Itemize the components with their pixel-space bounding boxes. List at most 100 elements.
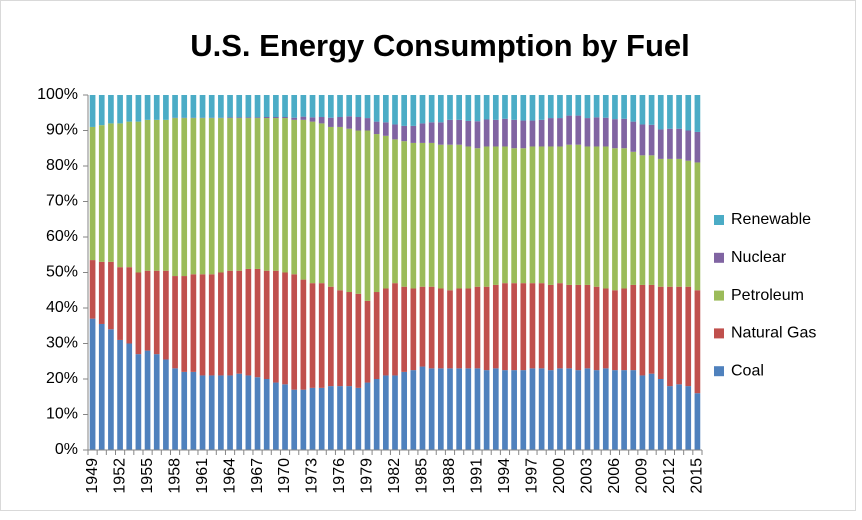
bar-segment [667,159,673,287]
bar-segment [145,351,151,450]
bar-segment [227,118,233,271]
bar-segment [392,375,398,450]
bar-segment [301,95,307,117]
bar-segment [594,117,600,146]
y-tick-label: 30% [46,335,78,352]
x-tick-label: 1967 [249,458,266,494]
bar-segment [475,95,481,121]
bar-segment [621,370,627,450]
x-tick-label: 2015 [689,458,706,494]
bar-segment [374,379,380,450]
bar-segment [163,120,169,271]
bar-segment [640,375,646,450]
bar-segment [346,129,352,292]
bar-segment [209,95,215,118]
bar-segment [667,95,673,129]
bar-segment [392,124,398,139]
bar-segment [291,95,297,118]
bar-segment [630,152,636,285]
bar-segment [456,95,462,120]
bar-segment [465,368,471,450]
bar-segment [530,146,536,283]
bar-segment [90,127,96,260]
x-tick-label: 1958 [166,458,183,494]
bar-segment [310,95,316,117]
bar-segment [539,283,545,368]
legend-swatch [714,215,724,225]
bar-segment [291,118,297,120]
bar-segment [310,122,316,284]
bar-segment [612,370,618,450]
bar-segment [575,285,581,370]
bar-segment [273,118,279,271]
bar-segment [328,118,334,127]
bar-segment [447,145,453,291]
x-tick-label: 2012 [661,458,678,494]
bar-segment [520,283,526,370]
x-tick-label: 1973 [304,458,321,494]
bar-segment [658,95,664,129]
bar-segment [475,287,481,369]
bar-segment [640,124,646,155]
bar-segment [200,118,206,274]
bar-segment [163,271,169,360]
bar-segment [640,95,646,124]
bar-segment [264,117,270,118]
bar-segment [365,95,371,118]
bar-segment [337,95,343,117]
bar-segment [465,146,471,288]
bar-segment [163,359,169,450]
bar-segment [594,370,600,450]
bar-segment [117,267,123,340]
bar-segment [640,285,646,376]
bar-segment [145,120,151,271]
bar-segment [145,271,151,351]
bar-segment [649,285,655,374]
bar-segment [301,120,307,280]
bar-segment [502,146,508,283]
bar-segment [246,95,252,117]
bar-segment [438,288,444,368]
bar-segment [484,119,490,146]
bar-segment [575,95,581,116]
bar-segment [264,379,270,450]
bar-segment [392,95,398,124]
bar-segment [227,375,233,450]
bar-segment [566,95,572,116]
bar-segment [319,117,325,123]
bar-segment [319,283,325,388]
bar-segment [200,375,206,450]
bar-segment [603,146,609,288]
bar-segment [493,95,499,120]
bar-segment [365,383,371,450]
bar-segment [264,271,270,379]
bar-segment [236,117,242,118]
bar-segment [511,370,517,450]
bar-segment [99,95,105,125]
bar-segment [612,95,618,119]
bar-segment [392,139,398,283]
bar-segment [585,118,591,146]
bar-segment [630,285,636,370]
bar-segment [676,95,682,129]
bar-segment [136,273,142,355]
bar-segment [264,118,270,271]
x-tick-label: 1979 [359,458,376,494]
bar-segment [356,388,362,450]
bar-segment [365,118,371,130]
bar-segment [374,292,380,379]
bar-segment [658,159,664,287]
bar-segment [126,95,132,122]
legend-swatch [714,291,724,301]
bar-segment [117,340,123,450]
bar-segment [658,379,664,450]
bar-segment [585,285,591,368]
bar-segment [557,146,563,283]
y-tick-label: 80% [46,157,78,174]
bar-segment [154,271,160,354]
bar-segment [136,354,142,450]
bar-segment [191,372,197,450]
bar-segment [337,386,343,450]
bar-segment [346,116,352,128]
